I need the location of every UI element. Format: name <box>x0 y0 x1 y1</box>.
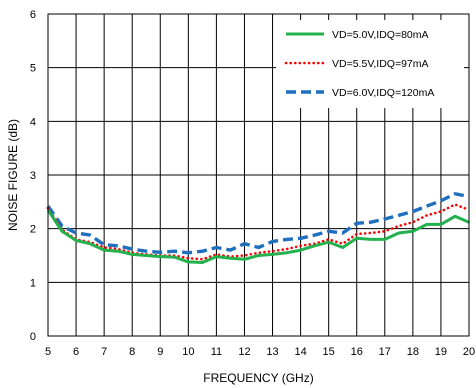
x-tick-label: 17 <box>379 346 391 358</box>
legend-label-2: VD=5.5V,IDQ=97mA <box>332 58 429 70</box>
plot-frame <box>47 13 470 337</box>
x-axis-label: FREQUENCY (GHz) <box>203 371 313 385</box>
x-tick-label: 10 <box>182 346 194 358</box>
x-tick-label: 8 <box>129 346 135 358</box>
y-tick-labels: 0 1 2 3 4 5 6 <box>30 9 36 343</box>
x-tick-label: 19 <box>435 346 447 358</box>
y-tick-label: 4 <box>30 116 36 128</box>
series-line-1 <box>46 209 470 264</box>
x-tick-label: 7 <box>101 346 107 358</box>
y-tick-label: 0 <box>30 331 36 343</box>
series-line-2 <box>46 203 471 261</box>
legend-label-1: VD=5.0V,IDQ=80mA <box>332 29 429 41</box>
x-tick-label: 12 <box>238 346 250 358</box>
y-tick-label: 5 <box>30 63 36 75</box>
x-tick-label: 14 <box>294 346 306 358</box>
y-axis-label: NOISE FIGURE (dB) <box>6 119 20 231</box>
x-tick-label: 15 <box>323 346 335 358</box>
x-tick-label: 16 <box>351 346 363 358</box>
legend: VD=5.0V,IDQ=80mA VD=5.5V,IDQ=97mA VD=6.0V,… <box>276 20 464 108</box>
series-lines <box>46 192 471 264</box>
x-tick-label: 18 <box>407 346 419 358</box>
series-line-3 <box>46 192 470 255</box>
x-tick-label: 11 <box>211 346 222 358</box>
x-tick-label: 5 <box>45 346 51 358</box>
x-tick-labels: 5 6 7 8 9 10 11 12 13 14 15 16 17 18 19 20 <box>45 346 475 358</box>
x-tick-label: 6 <box>73 346 79 358</box>
y-tick-label: 3 <box>30 170 36 182</box>
y-tick-label: 6 <box>30 9 36 21</box>
x-tick-label: 20 <box>463 346 475 358</box>
x-tick-label: 13 <box>266 346 278 358</box>
x-tick-label: 9 <box>157 346 163 358</box>
y-tick-label: 1 <box>30 277 36 289</box>
legend-label-3: VD=6.0V,IDQ=120mA <box>332 87 434 99</box>
y-tick-label: 2 <box>30 224 36 236</box>
